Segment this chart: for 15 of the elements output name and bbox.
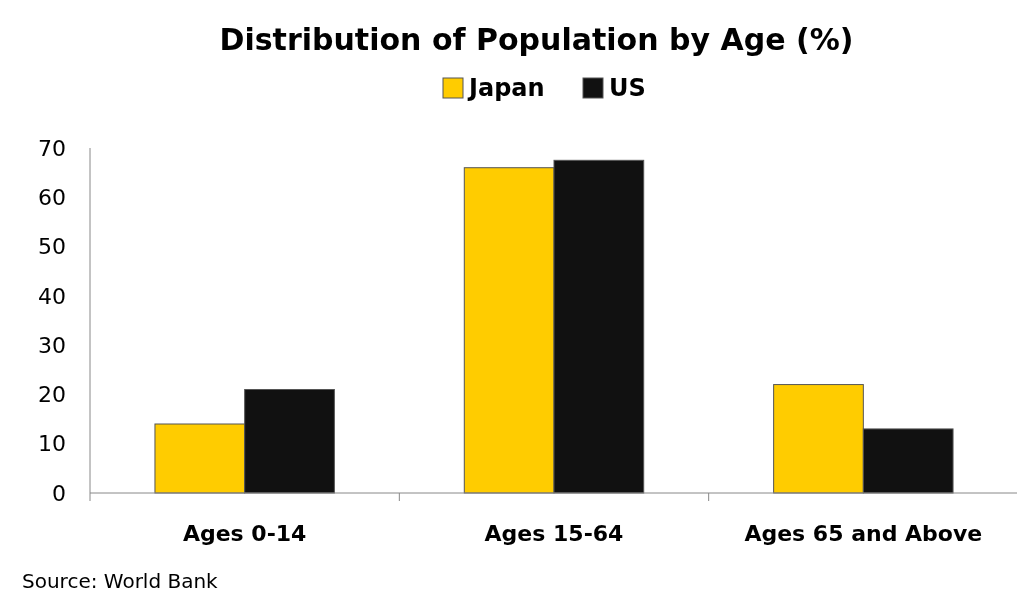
legend-label: Japan — [467, 74, 545, 102]
x-tick-label: Ages 65 and Above — [744, 521, 983, 546]
y-tick-label: 50 — [38, 234, 66, 260]
y-tick-label: 70 — [38, 135, 66, 161]
x-tick-label: Ages 0-14 — [182, 521, 307, 546]
y-tick-label: 40 — [38, 283, 66, 309]
x-tick-label: Ages 15-64 — [484, 521, 624, 546]
chart-title: Distribution of Population by Age (%) — [219, 22, 854, 57]
y-tick-label: 60 — [38, 184, 66, 210]
y-tick-label: 0 — [52, 480, 66, 506]
y-tick-label: 30 — [38, 332, 66, 358]
source-note: Source: World Bank — [22, 569, 219, 593]
y-tick-label: 10 — [38, 431, 66, 457]
legend-label: US — [609, 74, 646, 102]
y-tick-label: 20 — [38, 382, 66, 408]
